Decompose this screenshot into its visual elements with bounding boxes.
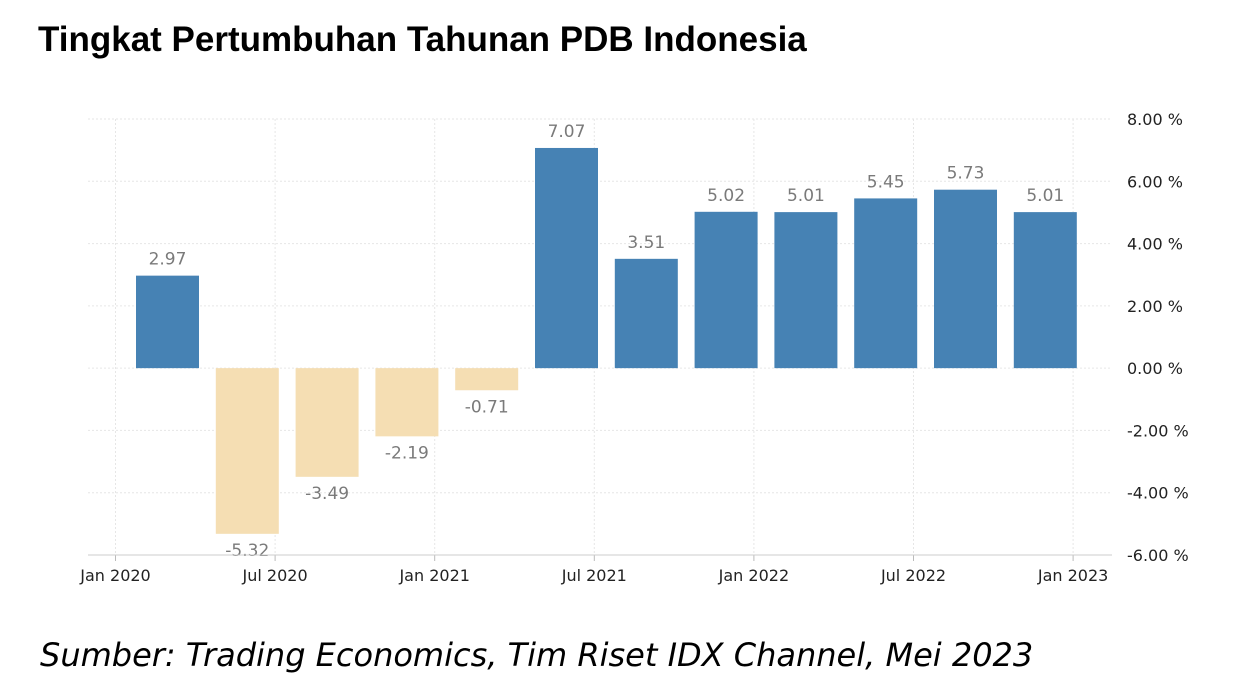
bar-oct-2020 [375, 368, 439, 437]
bar-jul-2022 [934, 189, 997, 369]
data-label: 5.01 [787, 186, 825, 206]
bar-jan-2022 [774, 212, 838, 369]
data-label: 5.02 [707, 186, 745, 206]
bar-jan-2020 [136, 275, 199, 369]
x-tick-label: Jul 2020 [242, 566, 308, 585]
bar-oct-2021 [694, 211, 758, 369]
data-label: -2.19 [385, 443, 429, 463]
data-label: 5.73 [947, 164, 985, 184]
data-label: 7.07 [548, 122, 586, 142]
bar-apr-2020 [215, 368, 279, 534]
x-tick-label: Jan 2020 [79, 566, 150, 585]
y-tick-label: 2.00 % [1127, 297, 1183, 316]
bar-jul-2021 [614, 258, 678, 369]
bar-apr-2021 [535, 147, 598, 369]
y-tick-label: 0.00 % [1127, 359, 1183, 378]
data-label: 2.97 [149, 250, 187, 270]
data-label: -3.49 [305, 484, 349, 504]
data-labels: 2.97 -5.32 -3.49 -2.19 -0.71 7.07 3.51 5.02 5.01… [149, 122, 1065, 561]
bar-jan-2021 [455, 368, 519, 391]
bar-oct-2022 [1013, 212, 1077, 369]
y-tick-label: 4.00 % [1127, 235, 1183, 254]
x-tick-label: Jul 2021 [561, 566, 627, 585]
x-tick-label: Jan 2023 [1037, 566, 1108, 585]
bar-jul-2020 [295, 368, 359, 477]
data-label: 3.51 [627, 233, 665, 253]
x-tick-label: Jan 2022 [718, 566, 789, 585]
y-tick-label: 8.00 % [1127, 110, 1183, 129]
y-tick-label: -2.00 % [1127, 421, 1189, 440]
x-axis: Jan 2020 Jul 2020 Jan 2021 Jul 2021 Jan 2022… [79, 554, 1112, 585]
data-label: 5.45 [867, 172, 905, 192]
bars [136, 147, 1077, 534]
data-label: -0.71 [465, 397, 509, 417]
bar-apr-2022 [854, 198, 918, 369]
x-tick-label: Jul 2022 [880, 566, 946, 585]
y-tick-label: 6.00 % [1127, 172, 1183, 191]
y-axis: 8.00 % 6.00 % 4.00 % 2.00 % 0.00 % -2.00 % -4.… [1127, 110, 1189, 565]
y-tick-label: -4.00 % [1127, 484, 1189, 503]
data-label: -5.32 [225, 541, 269, 561]
x-tick-label: Jan 2021 [398, 566, 469, 585]
data-label: 5.01 [1026, 186, 1064, 206]
source-note: Sumber: Trading Economics, Tim Riset IDX… [40, 636, 1034, 674]
y-tick-label: -6.00 % [1127, 546, 1189, 565]
chart-title: Tingkat Pertumbuhan Tahunan PDB Indonesi… [38, 20, 807, 59]
